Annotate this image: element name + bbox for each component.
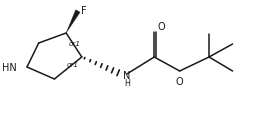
Text: O: O — [176, 76, 183, 86]
Text: or1: or1 — [67, 61, 79, 67]
Text: O: O — [157, 22, 165, 32]
Text: N: N — [123, 70, 130, 80]
Text: F: F — [81, 6, 86, 16]
Polygon shape — [66, 11, 80, 34]
Text: or1: or1 — [69, 41, 81, 47]
Text: HN: HN — [2, 62, 17, 72]
Text: H: H — [124, 79, 130, 88]
